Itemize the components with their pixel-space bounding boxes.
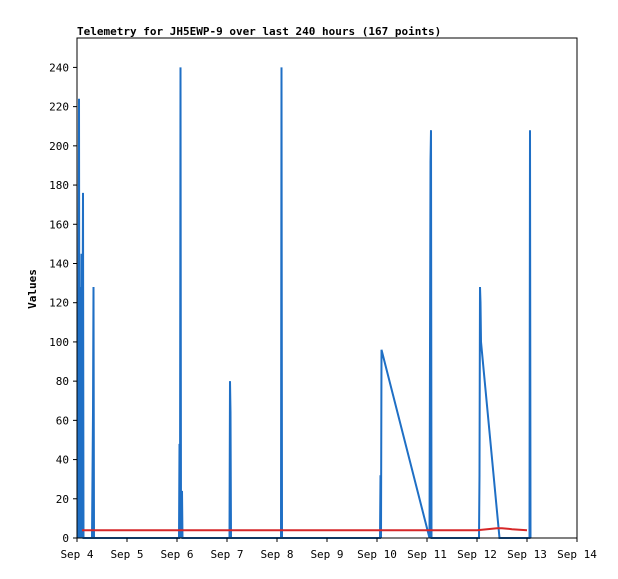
- x-tick-label: Sep 14: [557, 548, 597, 561]
- x-tick-label: Sep 11: [407, 548, 447, 561]
- x-tick-label: Sep 13: [507, 548, 547, 561]
- y-tick-label: 160: [49, 218, 69, 231]
- x-tick-label: Sep 4: [60, 548, 93, 561]
- y-tick-label: 120: [49, 297, 69, 310]
- x-tick-label: Sep 8: [260, 548, 293, 561]
- y-tick-label: 100: [49, 336, 69, 349]
- y-tick-label: 140: [49, 257, 69, 270]
- y-tick-label: 240: [49, 61, 69, 74]
- y-tick-label: 20: [56, 493, 69, 506]
- y-tick-label: 220: [49, 101, 69, 114]
- x-tick-label: Sep 12: [457, 548, 497, 561]
- y-axis-label: Values: [26, 269, 39, 309]
- x-tick-label: Sep 7: [210, 548, 243, 561]
- series-line-1: [82, 527, 528, 532]
- series-layer: [77, 67, 532, 539]
- y-tick-label: 180: [49, 179, 69, 192]
- y-tick-label: 0: [62, 532, 69, 545]
- y-tick-label: 60: [56, 414, 69, 427]
- plot-frame: [76, 37, 578, 539]
- x-tick-label: Sep 10: [357, 548, 397, 561]
- x-axis-ticks: Sep 4 Sep 5 Sep 6 Sep 7 Sep 8 Sep 9 Sep 10 Sep …: [60, 538, 597, 561]
- y-axis-ticks: 0 20 40 60 80 100 120 140 160 180 200 220 240: [49, 61, 77, 545]
- chart-title: Telemetry for JH5EWP-9 over last 240 hou…: [77, 25, 441, 38]
- y-tick-label: 40: [56, 454, 69, 467]
- y-tick-label: 200: [49, 140, 69, 153]
- y-tick-label: 80: [56, 375, 69, 388]
- x-tick-label: Sep 6: [160, 548, 193, 561]
- x-tick-label: Sep 9: [310, 548, 343, 561]
- series-line-0: [77, 67, 532, 539]
- x-tick-label: Sep 5: [110, 548, 143, 561]
